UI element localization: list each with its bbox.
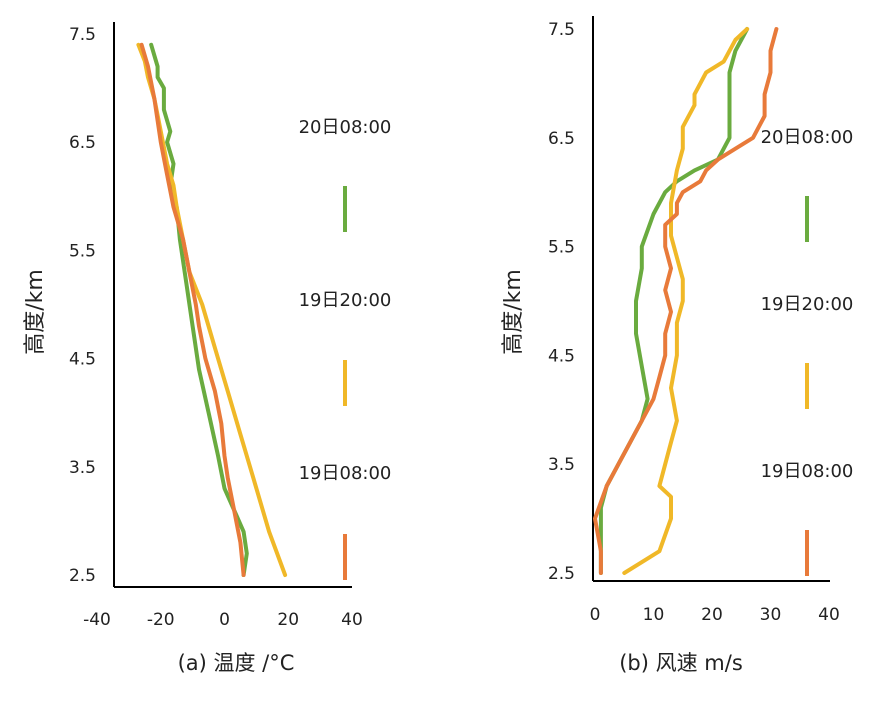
legend-label: 19日08:00 [761, 461, 854, 482]
y-tick-label: 5.5 [548, 238, 575, 258]
x-tick-label: 20 [701, 605, 723, 625]
series-line-19日08:00 [139, 42, 246, 577]
x-tick-label: 40 [341, 610, 363, 630]
y-tick-label: 4.5 [69, 350, 96, 370]
panel-a-temperature: 2.5 3.5 4.5 5.5 6.5 7.5 -40 -20 0 20 40 20日08:00 1… [23, 22, 391, 675]
x-tick-label: 0 [219, 610, 230, 630]
x-tick-label: 30 [760, 605, 782, 625]
legend-label: 19日20:00 [299, 290, 392, 311]
x-tick-label: 40 [818, 605, 840, 625]
series-line-19日08:00 [593, 27, 779, 575]
legend-label: 19日08:00 [299, 463, 392, 484]
x-tick-label: -20 [147, 610, 175, 630]
y-tick-label: 4.5 [548, 346, 575, 366]
y-tick-label: 7.5 [69, 25, 96, 45]
y-tick-label: 7.5 [548, 20, 575, 40]
panel-b-caption: (b) 风速 m/s [619, 651, 743, 675]
panel-b-wind-speed: 2.5 3.5 4.5 5.5 6.5 7.5 0 10 20 30 40 20日08:00 19日… [501, 16, 853, 675]
y-tick-label: 2.5 [69, 566, 96, 586]
x-tick-label: 20 [277, 610, 299, 630]
series-line-19日20:00 [136, 42, 288, 577]
series-line-19日20:00 [622, 27, 750, 575]
y-tick-label: 3.5 [548, 455, 575, 475]
panel-a-caption: (a) 温度 /°C [178, 651, 295, 675]
legend-label: 20日08:00 [299, 117, 392, 138]
panel-b-y-axis-label: 高度/km [501, 269, 526, 355]
legend-label: 19日20:00 [761, 294, 854, 315]
y-tick-label: 6.5 [548, 129, 575, 149]
x-tick-label: 0 [590, 605, 601, 625]
y-tick-label: 6.5 [69, 133, 96, 153]
y-tick-label: 3.5 [69, 458, 96, 478]
y-tick-label: 2.5 [548, 564, 575, 584]
legend-label: 20日08:00 [761, 127, 854, 148]
series-line-20日08:00 [598, 27, 750, 575]
y-tick-label: 5.5 [69, 241, 96, 261]
x-tick-label: 10 [643, 605, 665, 625]
x-tick-label: -40 [83, 610, 111, 630]
panel-a-y-axis-label: 高度/km [23, 269, 48, 355]
